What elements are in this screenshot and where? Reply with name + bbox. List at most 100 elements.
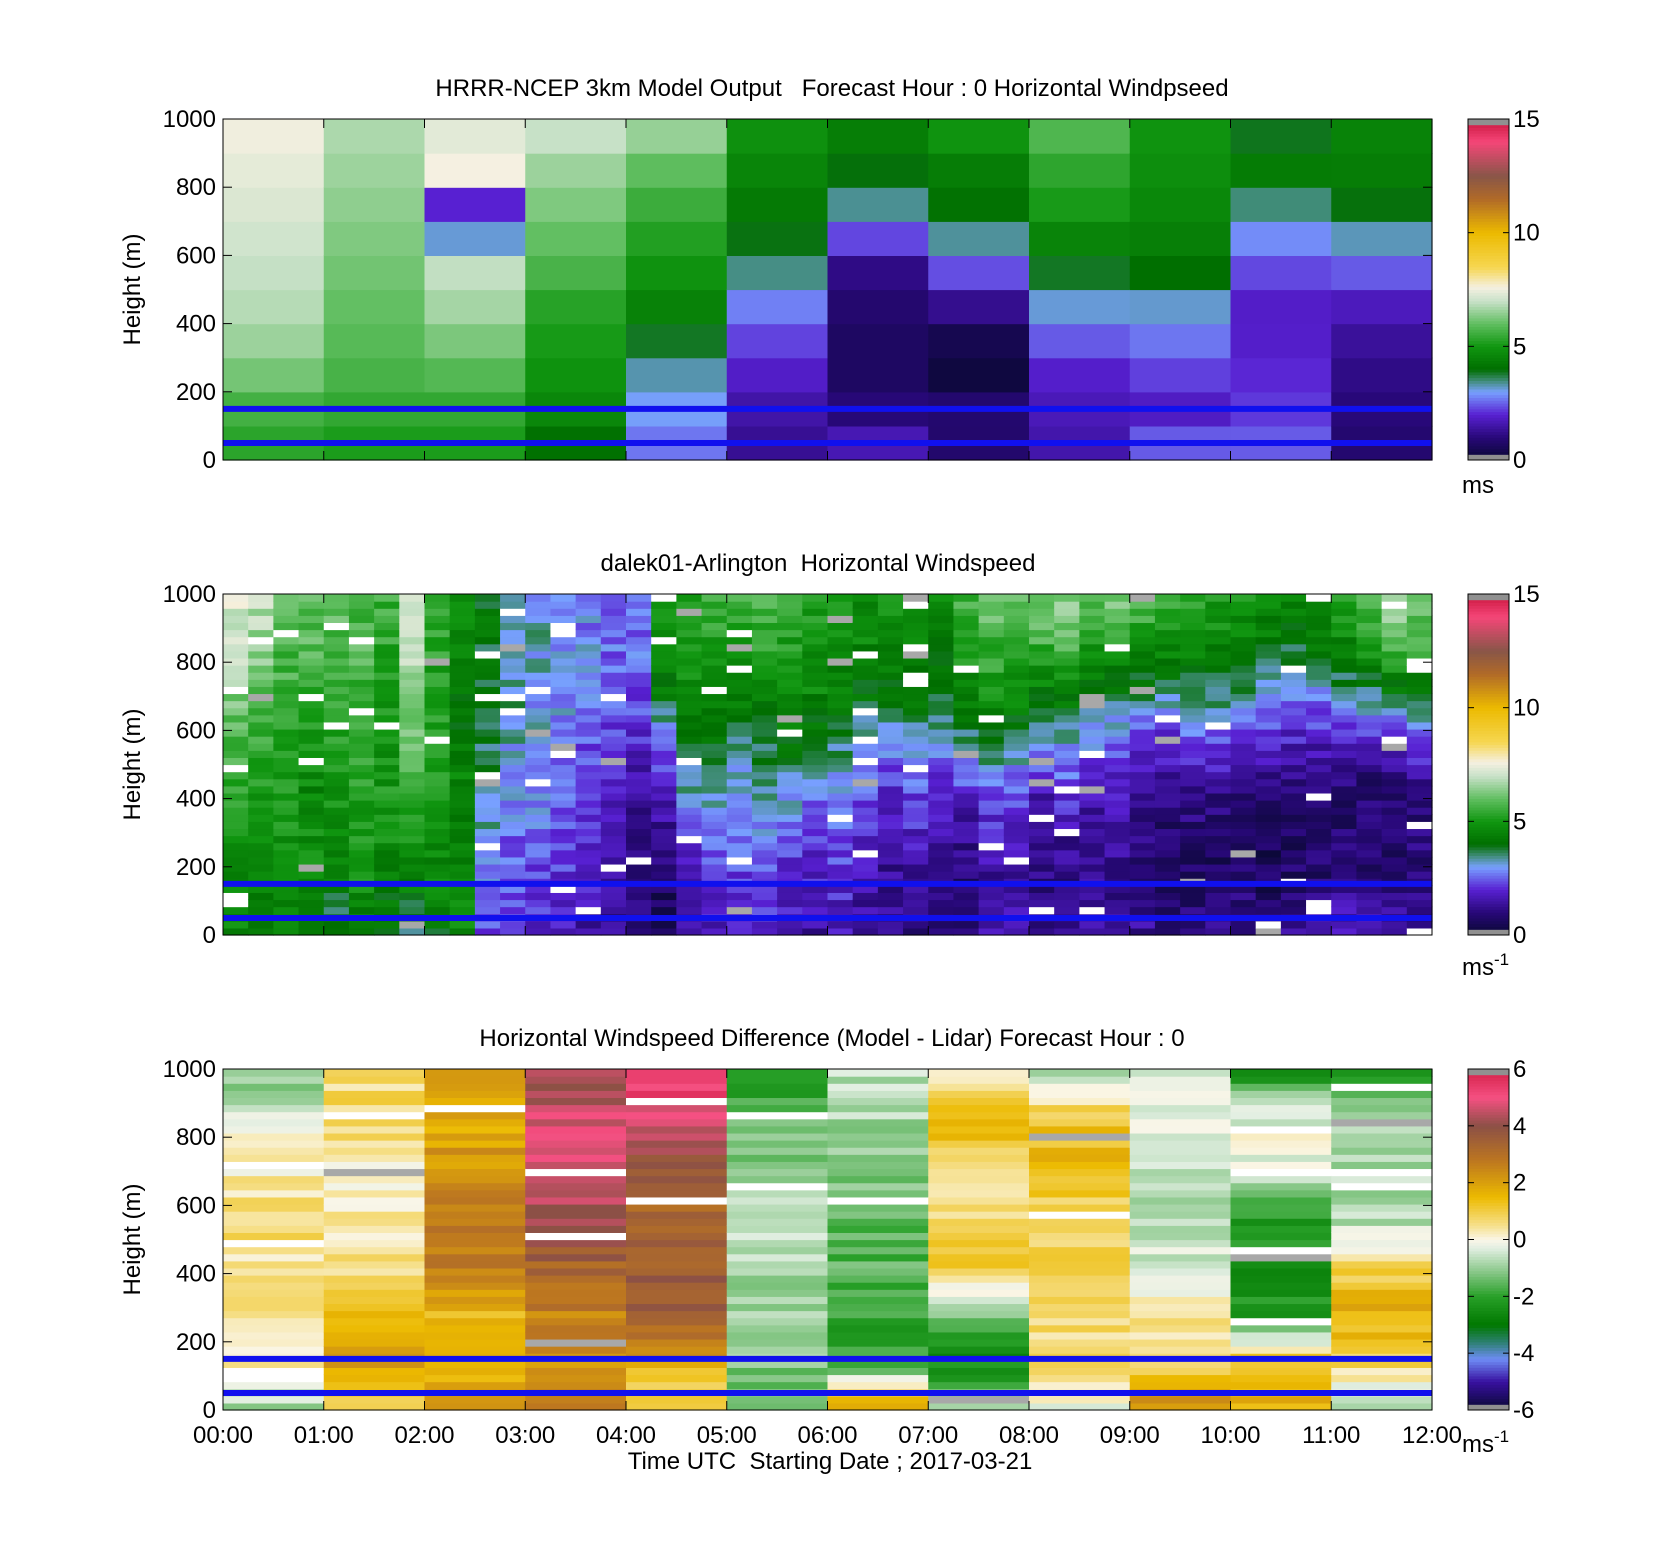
heatmap-cell (726, 601, 753, 609)
heatmap-cell (953, 686, 980, 695)
heatmap-cell (1129, 636, 1156, 645)
heatmap-cell (273, 785, 300, 794)
heatmap-cell (827, 1125, 929, 1134)
colorbar-swatch (1468, 827, 1509, 831)
heatmap-cell (374, 750, 400, 758)
heatmap-cell (525, 750, 552, 758)
heatmap-cell (1406, 757, 1433, 766)
heatmap-cell (1381, 736, 1408, 744)
heatmap-cell (525, 721, 552, 730)
colorbar-swatch (1468, 258, 1509, 262)
heatmap-cell (223, 1211, 325, 1219)
heatmap-cell (575, 629, 602, 638)
heatmap-cell (1129, 657, 1156, 666)
heatmap-cell (525, 153, 627, 188)
heatmap-cell (1356, 650, 1383, 659)
heatmap-cell (903, 871, 929, 879)
heatmap-cell (852, 608, 879, 616)
heatmap-cell (827, 743, 854, 751)
heatmap-cell (525, 892, 552, 901)
heatmap-cell (903, 792, 929, 801)
heatmap-cell (1054, 856, 1080, 865)
heatmap-cell (1280, 736, 1307, 744)
heatmap-cell (852, 700, 879, 709)
heatmap-cell (1331, 615, 1358, 624)
heatmap-cell (1154, 721, 1181, 730)
heatmap-cell (827, 323, 929, 359)
heatmap-cell (1129, 1267, 1232, 1276)
heatmap-cell (223, 871, 249, 879)
heatmap-cell (953, 643, 980, 652)
heatmap-cell (1180, 863, 1206, 872)
heatmap-cell (1180, 594, 1206, 602)
heatmap-cell (449, 714, 476, 723)
heatmap-cell (223, 221, 325, 256)
heatmap-cell (1029, 643, 1055, 652)
heatmap-cell (928, 636, 955, 645)
colorbar-swatch (1468, 733, 1509, 737)
heatmap-cell (1230, 255, 1332, 291)
heatmap-cell (827, 1111, 929, 1120)
heatmap-cell (1079, 849, 1106, 858)
heatmap-cell (1205, 856, 1232, 865)
heatmap-cell (399, 643, 426, 652)
colorbar-swatch (1468, 454, 1509, 458)
heatmap-cell (223, 792, 249, 801)
heatmap-cell (802, 807, 829, 815)
heatmap-cell (827, 856, 854, 865)
heatmap-cell (1280, 785, 1307, 794)
heatmap-cell (348, 636, 375, 645)
heatmap-cell (525, 1381, 627, 1390)
heatmap-cell (651, 800, 677, 808)
heatmap-cell (323, 1275, 426, 1283)
heatmap-cell (877, 636, 904, 645)
colorbar-swatch (1468, 334, 1509, 339)
heatmap-cell (550, 856, 577, 865)
heatmap-cell (424, 1367, 526, 1376)
heatmap-cell (1406, 920, 1433, 929)
heatmap-cell (1079, 750, 1106, 758)
heatmap-cell (525, 1218, 627, 1226)
heatmap-cell (223, 1395, 325, 1404)
heatmap-cell (701, 650, 728, 659)
heatmap-cell (726, 1090, 829, 1099)
heatmap-cell (802, 679, 829, 687)
heatmap-cell (1180, 650, 1206, 659)
heatmap-cell (802, 863, 829, 872)
heatmap-cell (1029, 785, 1055, 794)
heatmap-cell (374, 778, 400, 787)
y-tick-label: 0 (203, 922, 216, 949)
colorbar-swatch (1468, 374, 1509, 379)
colorbar-tick-label: 0 (1513, 447, 1526, 474)
heatmap-cell (1331, 1253, 1433, 1262)
heatmap-cell (928, 1395, 1030, 1404)
heatmap-cell (751, 863, 778, 872)
heatmap-cell (298, 615, 325, 624)
heatmap-cell (1406, 743, 1433, 751)
heatmap-cell (525, 1282, 627, 1290)
heatmap-cell (550, 842, 577, 851)
heatmap-cell (248, 792, 274, 801)
colorbar-swatch (1468, 886, 1509, 891)
heatmap-cell (651, 736, 677, 744)
heatmap-cell (1205, 601, 1232, 609)
heatmap-cell (777, 728, 803, 737)
heatmap-cell (1029, 707, 1055, 716)
heatmap-cell (1205, 679, 1232, 687)
heatmap-cell (1230, 792, 1257, 801)
colorbar-swatch (1468, 201, 1509, 205)
colorbar-unit: ms (1462, 472, 1494, 499)
heatmap-cell (474, 693, 501, 702)
heatmap-cell (374, 892, 400, 901)
colorbar-swatch (1468, 778, 1509, 783)
y-tick-label: 400 (176, 1261, 216, 1288)
heatmap-cell (1230, 1154, 1332, 1162)
heatmap-cell (726, 643, 753, 652)
heatmap-cell (1003, 764, 1030, 773)
heatmap-cell (550, 885, 577, 893)
heatmap-cell (550, 828, 577, 837)
colorbar-swatch (1468, 693, 1509, 697)
heatmap-cell (1306, 821, 1332, 830)
heatmap-cell (1230, 757, 1257, 766)
